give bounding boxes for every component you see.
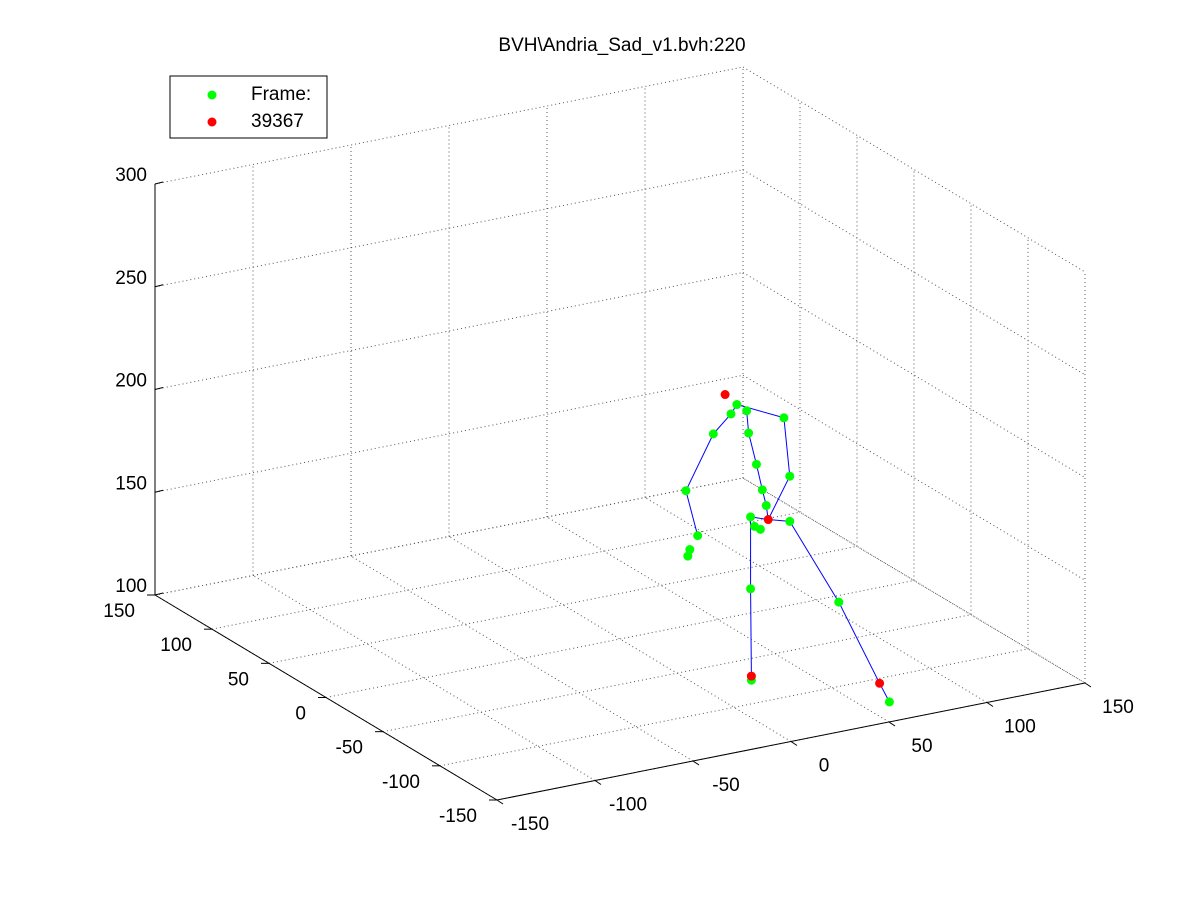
z-tick: [154, 489, 164, 493]
grid-line: [742, 66, 1086, 273]
joint: [693, 531, 703, 541]
z-tick-label: 150: [115, 473, 147, 494]
z-tick: [154, 284, 164, 288]
legend-box: [169, 75, 328, 139]
joint: [757, 485, 767, 495]
x-tick: [692, 760, 700, 766]
grid-line: [742, 477, 1086, 684]
legend-marker: [207, 90, 217, 100]
joint: [681, 486, 691, 496]
bone: [736, 404, 785, 419]
joint: [875, 678, 885, 688]
grid-line: [252, 575, 596, 781]
joint: [779, 413, 789, 423]
grid-line: [742, 272, 1086, 478]
z-tick-label: 200: [115, 371, 147, 392]
bone: [767, 475, 791, 520]
x-tick: [594, 780, 602, 785]
x-tick-label: -50: [712, 775, 739, 796]
x-tick: [496, 799, 504, 805]
y-tick-label: -150: [439, 806, 477, 827]
y-tick-label: 50: [228, 669, 249, 690]
x-tick-label: 100: [1004, 717, 1036, 738]
z-tick-label: 300: [115, 165, 147, 186]
x-tick: [888, 721, 896, 727]
z-tick-label: 250: [115, 268, 147, 289]
joint: [761, 501, 771, 511]
joint: [742, 406, 752, 416]
y-tick-label: -50: [336, 738, 363, 759]
bone: [750, 588, 752, 677]
y-tick-label: -100: [382, 772, 420, 793]
bone: [748, 432, 757, 465]
joint: [744, 428, 754, 438]
joint: [746, 584, 756, 594]
joint: [834, 597, 844, 607]
y-tick-label: 150: [103, 601, 135, 622]
grid-line: [350, 555, 694, 762]
bone: [789, 521, 840, 603]
grid-line: [742, 374, 1086, 581]
bone: [783, 417, 791, 477]
z-tick: [154, 181, 164, 185]
joint: [755, 524, 765, 534]
bone: [685, 433, 714, 491]
joint: [785, 471, 795, 481]
joint: [720, 390, 730, 400]
joint: [884, 697, 894, 707]
x-tick-label: -150: [511, 814, 549, 835]
grid-line: [644, 497, 988, 703]
joint: [708, 429, 718, 439]
joint: [763, 515, 773, 525]
x-tick: [1084, 682, 1092, 688]
joint: [732, 400, 742, 410]
x-tick: [986, 702, 994, 707]
y-tick-label: 100: [160, 635, 192, 656]
z-tick: [154, 592, 164, 596]
grid-line: [742, 169, 1086, 376]
legend-label: 39367: [251, 111, 304, 132]
grid-line: [448, 536, 792, 742]
z-tick: [154, 387, 164, 390]
joint: [683, 551, 693, 561]
joint: [746, 671, 756, 681]
x-tick: [790, 741, 798, 746]
x-tick-label: 50: [911, 736, 932, 757]
bone: [838, 601, 881, 684]
x-tick-label: 150: [1102, 697, 1134, 718]
legend-label: Frame:: [251, 84, 311, 105]
joint: [785, 516, 795, 526]
x-tick-label: -100: [609, 795, 647, 816]
bone: [685, 490, 699, 536]
joint: [726, 409, 736, 419]
grid-line: [546, 516, 890, 723]
chart-title: BVH\Andria_Sad_v1.bvh:220: [498, 35, 745, 56]
x-tick-label: 0: [819, 756, 830, 777]
z-tick-label: 100: [115, 576, 147, 597]
joint: [751, 459, 761, 469]
joint: [746, 512, 756, 522]
legend-marker: [207, 117, 217, 127]
y-tick-label: 0: [295, 704, 306, 725]
